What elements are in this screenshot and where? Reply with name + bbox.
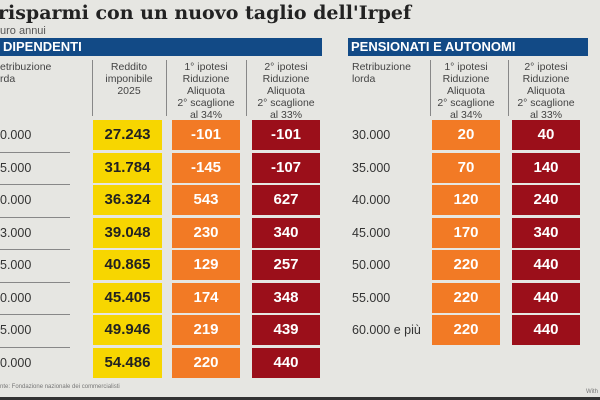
row-label: 5.000 (0, 323, 32, 337)
bottom-bar (0, 397, 600, 400)
divider (508, 60, 509, 116)
row-label: 30.000 (352, 128, 391, 142)
cell-ipotesi1: -145 (172, 152, 240, 183)
cell-ipotesi1: 120 (432, 185, 500, 215)
cell-ipotesi1: 543 (172, 185, 240, 215)
section-band-pensionati: PENSIONATI E AUTONOMI (348, 38, 588, 56)
cell-ipotesi1: 220 (432, 315, 500, 345)
cell-ipotesi1: 220 (432, 282, 500, 313)
row-label: 5.000 (0, 160, 32, 175)
row-divider (0, 314, 70, 315)
cell-ipotesi2: 440 (512, 315, 580, 345)
cell-ipotesi1: 170 (432, 217, 500, 248)
cell-ipotesi1: 20 (432, 120, 500, 150)
cell-ipotesi2: 257 (252, 250, 320, 280)
cell-ipotesi1: 230 (172, 217, 240, 248)
row-label: 0.000 (0, 193, 32, 207)
cell-reddito: 27.243 (93, 120, 162, 150)
section-band-dipendenti: DIPENDENTI (0, 38, 322, 56)
source-note: nte: Fondazione nazionale dei commercial… (0, 384, 120, 390)
cell-ipotesi1: 220 (172, 347, 240, 378)
cell-ipotesi1: 219 (172, 315, 240, 345)
cell-ipotesi1: 220 (432, 250, 500, 280)
cell-ipotesi2: 440 (512, 250, 580, 280)
header-retribuzione-left: etribuzione rda (0, 61, 52, 85)
cell-ipotesi2: 440 (512, 282, 580, 313)
row-label: 3.000 (0, 225, 32, 240)
row-label: 40.000 (352, 193, 391, 207)
header-ipotesi1-left: 1° ipotesi Riduzione Aliquota 2° scaglio… (177, 61, 235, 121)
divider (430, 60, 431, 116)
cell-reddito: 40.865 (93, 250, 162, 280)
row-divider (0, 346, 70, 348)
row-divider (0, 184, 70, 185)
chart-title: risparmi con un nuovo taglio dell'Irpef (0, 2, 412, 24)
row-label: 50.000 (352, 258, 391, 272)
row-label: 55.000 (352, 290, 391, 305)
cell-ipotesi2: -107 (252, 152, 320, 183)
header-ipotesi2-left: 2° ipotesi Riduzione Aliquota 2° scaglio… (257, 61, 315, 121)
credit: With (586, 389, 598, 395)
cell-reddito: 49.946 (93, 315, 162, 345)
cell-reddito: 36.324 (93, 185, 162, 215)
cell-ipotesi2: 140 (512, 152, 580, 183)
row-label: 5.000 (0, 258, 32, 272)
header-reddito: Reddito imponibile 2025 (105, 61, 153, 97)
cell-ipotesi1: 70 (432, 152, 500, 183)
row-divider (0, 281, 70, 283)
cell-ipotesi2: 439 (252, 315, 320, 345)
cell-ipotesi1: -101 (172, 120, 240, 150)
row-divider (0, 249, 70, 250)
row-label: 35.000 (352, 160, 391, 175)
divider (92, 60, 93, 116)
row-label: 0.000 (0, 290, 32, 305)
chart-subtitle: uro annui (0, 25, 46, 37)
cell-reddito: 45.405 (93, 282, 162, 313)
cell-ipotesi2: 340 (512, 217, 580, 248)
cell-ipotesi2: -101 (252, 120, 320, 150)
cell-ipotesi2: 440 (252, 347, 320, 378)
row-label: 0.000 (0, 128, 32, 142)
cell-ipotesi2: 40 (512, 120, 580, 150)
cell-reddito: 31.784 (93, 152, 162, 183)
header-ipotesi1-right: 1° ipotesi Riduzione Aliquota 2° scaglio… (437, 61, 495, 121)
row-divider (0, 151, 70, 153)
divider (246, 60, 247, 116)
cell-ipotesi2: 348 (252, 282, 320, 313)
cell-reddito: 54.486 (93, 347, 162, 378)
cell-ipotesi1: 174 (172, 282, 240, 313)
row-label: 0.000 (0, 355, 32, 370)
row-label: 60.000 e più (352, 323, 421, 337)
row-divider (0, 216, 70, 218)
header-retribuzione-right: Retribuzione lorda (352, 61, 411, 85)
divider (166, 60, 167, 116)
row-label: 45.000 (352, 225, 391, 240)
cell-ipotesi2: 340 (252, 217, 320, 248)
cell-reddito: 39.048 (93, 217, 162, 248)
header-ipotesi2-right: 2° ipotesi Riduzione Aliquota 2° scaglio… (517, 61, 575, 121)
cell-ipotesi2: 627 (252, 185, 320, 215)
cell-ipotesi1: 129 (172, 250, 240, 280)
cell-ipotesi2: 240 (512, 185, 580, 215)
